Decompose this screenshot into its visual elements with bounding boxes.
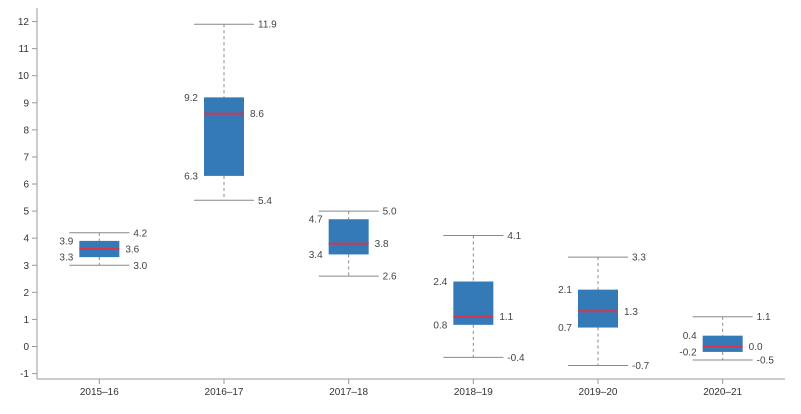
max-label: 4.1 — [507, 231, 521, 242]
box-group: 3.3 -0.7 1.3 2.1 0.7 — [558, 253, 650, 372]
q1-label: 3.3 — [59, 253, 73, 264]
y-tick-label: 8 — [23, 125, 29, 136]
iqr-box — [328, 219, 369, 255]
y-tick-label: 7 — [23, 152, 29, 163]
median-label: 1.1 — [499, 312, 513, 323]
box-group: 11.9 5.4 8.6 9.2 6.3 — [184, 20, 277, 207]
median-label: 3.6 — [125, 245, 139, 256]
q3-label: 4.7 — [309, 215, 323, 226]
median-label: 8.6 — [250, 109, 264, 120]
x-axis: 2015–16 2016–17 2017–18 2018–19 2019–20 2020–… — [37, 378, 785, 398]
min-label: 5.4 — [258, 196, 272, 207]
q3-label: 3.9 — [59, 236, 73, 247]
box-group: 4.1 -0.4 1.1 2.4 0.8 — [433, 231, 525, 364]
q1-label: 3.4 — [309, 250, 323, 261]
max-label: 1.1 — [757, 312, 771, 323]
y-tick-label: 2 — [23, 288, 29, 299]
max-label: 11.9 — [258, 20, 277, 31]
q3-label: 2.4 — [433, 277, 447, 288]
q1-label: 0.7 — [558, 323, 572, 334]
box-group: 5.0 2.6 3.8 4.7 3.4 — [309, 207, 397, 283]
max-label: 4.2 — [133, 228, 147, 239]
max-label: 3.3 — [632, 253, 646, 264]
q1-label: 6.3 — [184, 171, 198, 182]
x-tick-label: 2017–18 — [329, 387, 368, 398]
y-tick-label: 10 — [18, 71, 30, 82]
y-tick-label: 1 — [23, 315, 29, 326]
median-label: 0.0 — [749, 342, 763, 353]
median-label: 3.8 — [375, 239, 389, 250]
y-tick-label: -1 — [20, 369, 29, 380]
x-tick-label: 2020–21 — [703, 387, 742, 398]
x-tick-label: 2015–16 — [80, 387, 119, 398]
iqr-box — [578, 289, 618, 328]
y-tick-label: 12 — [18, 17, 30, 28]
q3-label: 9.2 — [184, 93, 198, 104]
x-tick-label: 2016–17 — [205, 387, 244, 398]
q3-label: 2.1 — [558, 285, 572, 296]
median-label: 1.3 — [624, 307, 638, 318]
y-tick-label: 9 — [23, 98, 29, 109]
iqr-box — [453, 281, 494, 325]
y-tick-label: 0 — [23, 342, 29, 353]
iqr-box — [204, 97, 244, 176]
q1-label: 0.8 — [433, 320, 447, 331]
max-label: 5.0 — [383, 207, 397, 218]
min-label: -0.5 — [757, 356, 775, 367]
box-group: 1.1 -0.5 0.0 0.4 -0.2 — [679, 312, 774, 366]
min-label: 2.6 — [383, 272, 397, 283]
q1-label: -0.2 — [679, 347, 697, 358]
y-tick-label: 3 — [23, 261, 29, 272]
min-label: -0.4 — [507, 353, 525, 364]
x-tick-label: 2018–19 — [454, 387, 493, 398]
plot-area: 4.2 3.0 3.6 3.9 3.3 11.9 5.4 8.6 9.2 6.3 5.0 2.6 3.8… — [59, 20, 774, 372]
min-label: -0.7 — [632, 361, 650, 372]
iqr-box — [702, 335, 743, 352]
min-label: 3.0 — [133, 261, 147, 272]
q3-label: 0.4 — [683, 331, 697, 342]
box-group: 4.2 3.0 3.6 3.9 3.3 — [59, 228, 147, 271]
y-tick-label: 6 — [23, 180, 29, 191]
x-tick-label: 2019–20 — [579, 387, 618, 398]
y-tick-label: 4 — [23, 234, 29, 245]
y-tick-label: 5 — [23, 207, 29, 218]
y-tick-label: 11 — [19, 44, 30, 55]
